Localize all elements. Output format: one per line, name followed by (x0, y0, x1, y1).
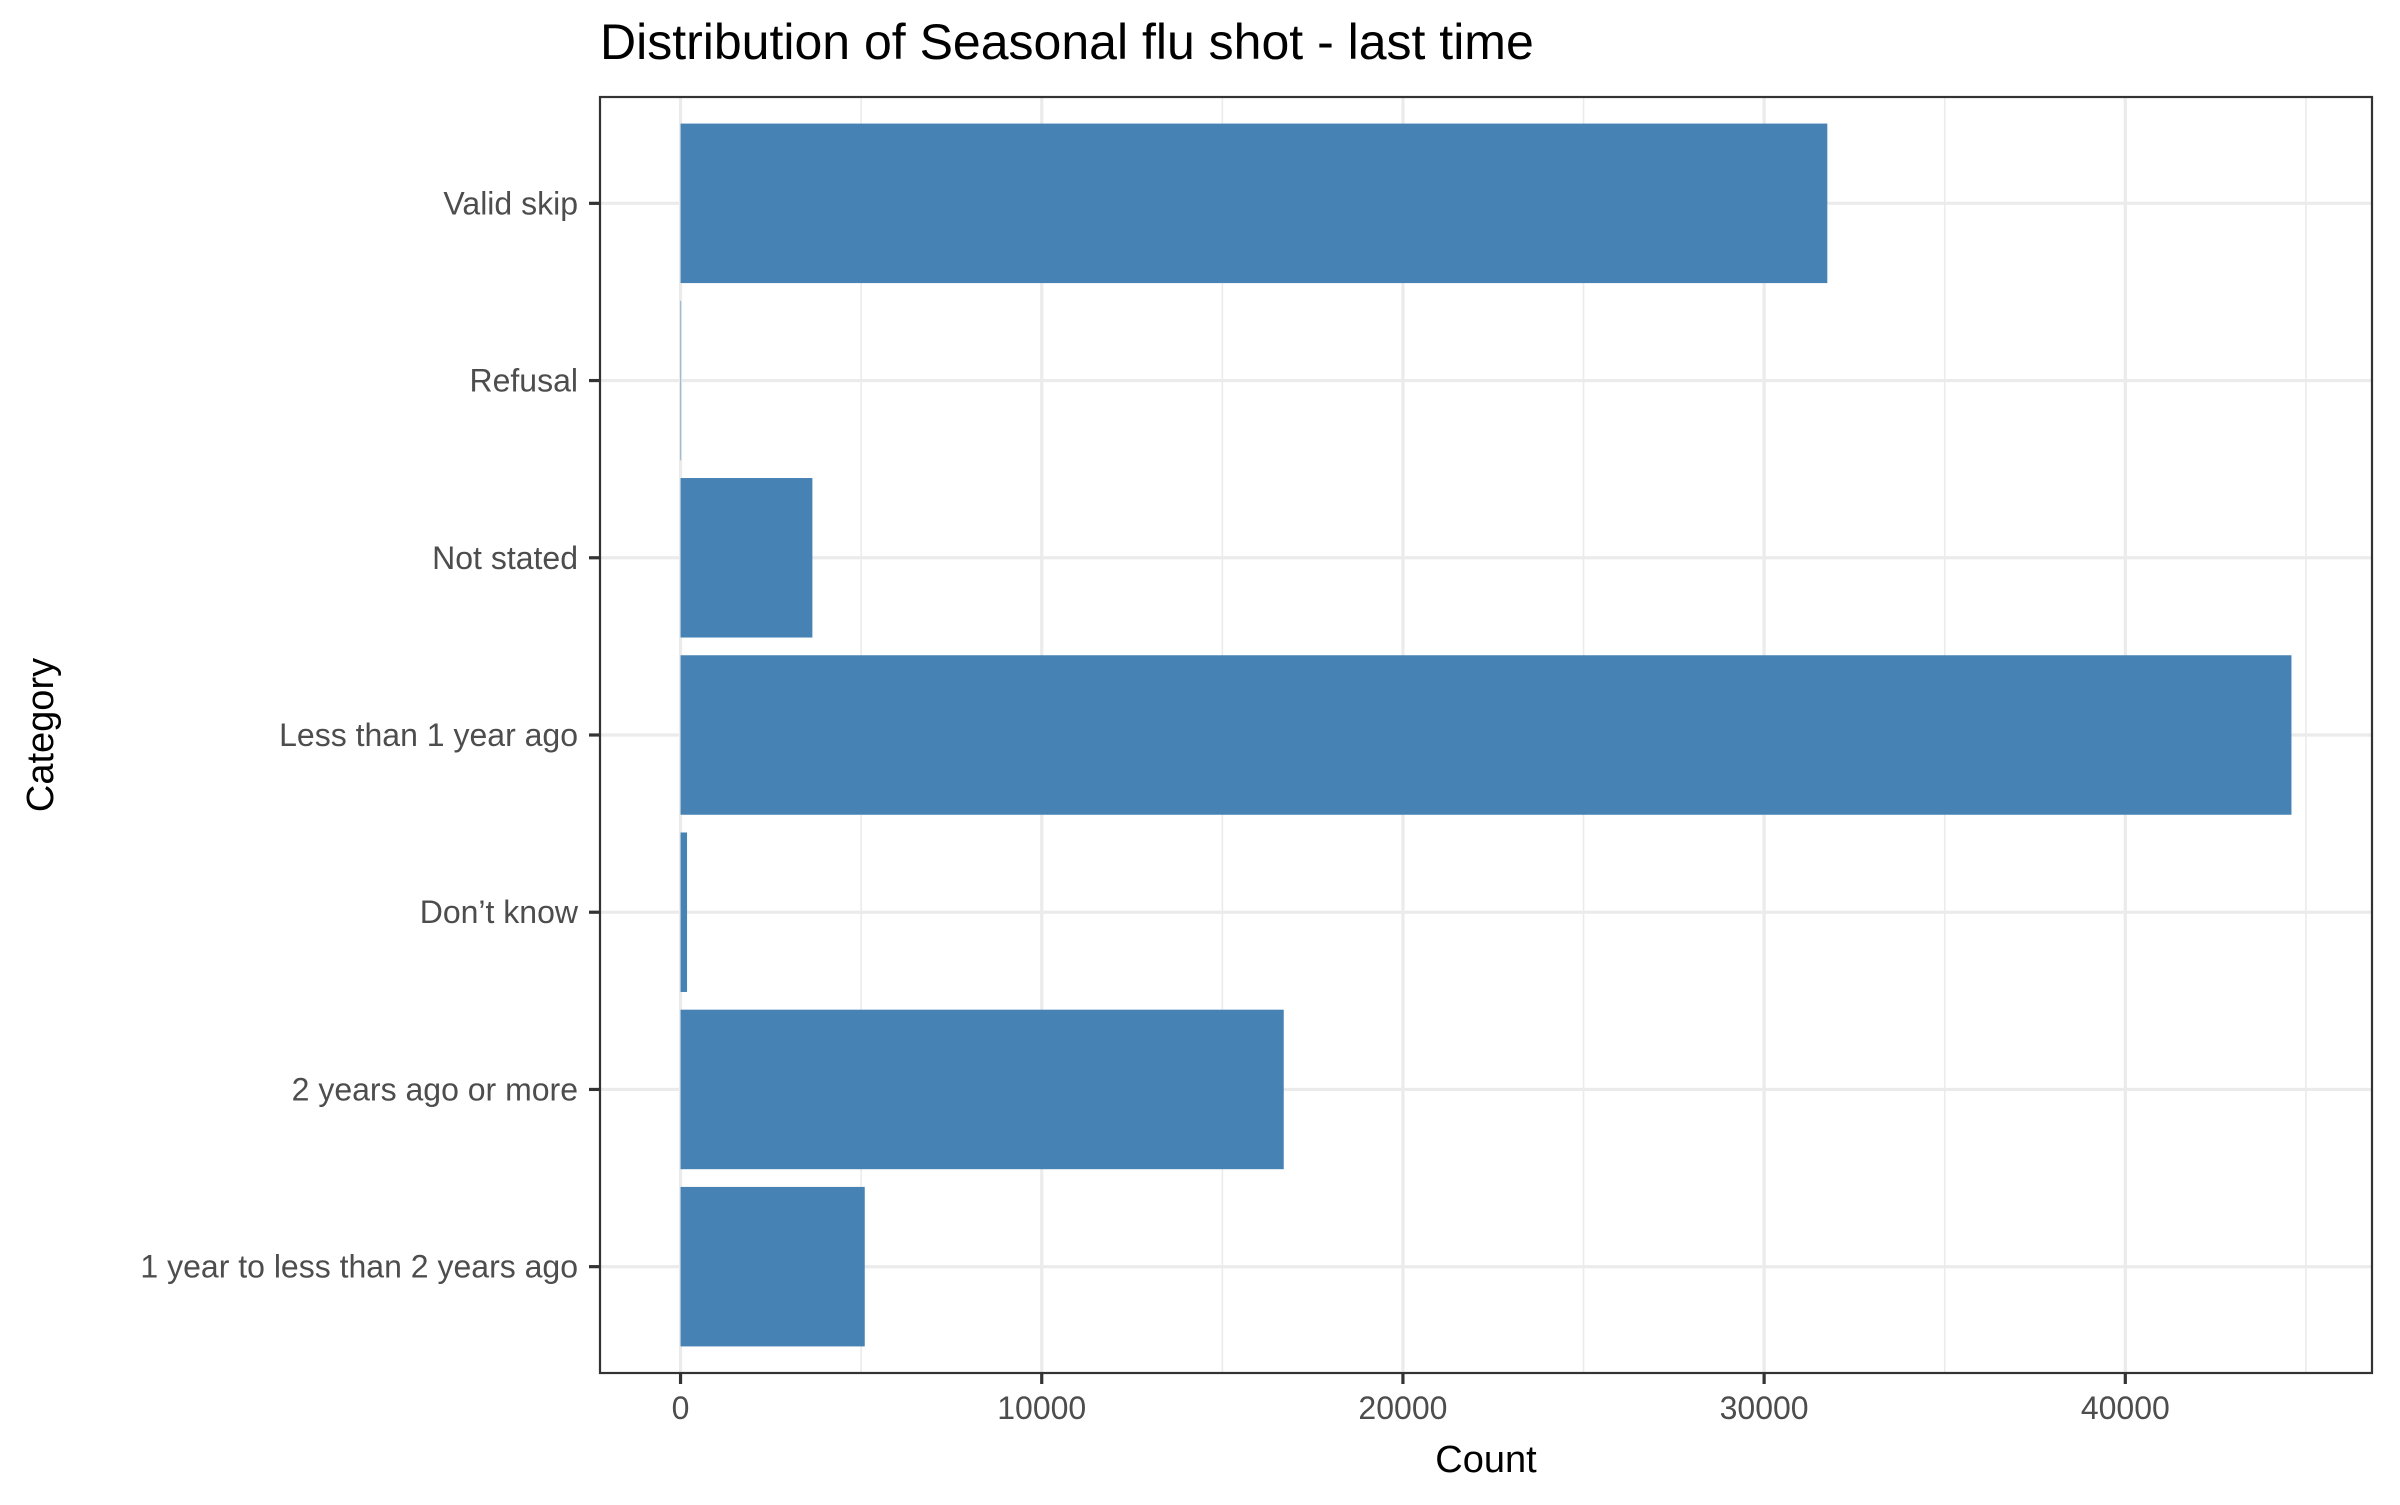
y-tick-label: Less than 1 year ago (279, 717, 578, 753)
bar (680, 1186, 865, 1347)
x-tick-label: 10000 (997, 1390, 1086, 1426)
bar (680, 1009, 1284, 1170)
x-tick-label: 40000 (2081, 1390, 2170, 1426)
y-axis-title: Category (20, 658, 62, 812)
bar (680, 655, 2292, 815)
y-tick-label: Refusal (470, 363, 579, 399)
bar (680, 123, 1828, 284)
y-tick-label: Don’t know (420, 894, 579, 930)
y-axis: 1 year to less than 2 years ago 2 years a… (140, 185, 600, 1285)
x-axis: 0 10000 20000 30000 40000 (672, 1373, 2170, 1426)
x-tick-label: 30000 (1720, 1390, 1809, 1426)
y-tick-label: Not stated (432, 540, 578, 576)
bar (680, 832, 688, 992)
bars (680, 123, 2292, 1347)
y-tick-label: 1 year to less than 2 years ago (140, 1249, 578, 1285)
x-tick-label: 20000 (1358, 1390, 1447, 1426)
chart-title: Distribution of Seasonal flu shot - last… (600, 14, 1534, 70)
bar (680, 300, 682, 461)
x-axis-title: Count (1435, 1439, 1537, 1481)
bar (680, 478, 813, 638)
y-tick-label: Valid skip (443, 185, 578, 221)
x-tick-label: 0 (672, 1390, 690, 1426)
y-tick-label: 2 years ago or more (292, 1071, 578, 1107)
